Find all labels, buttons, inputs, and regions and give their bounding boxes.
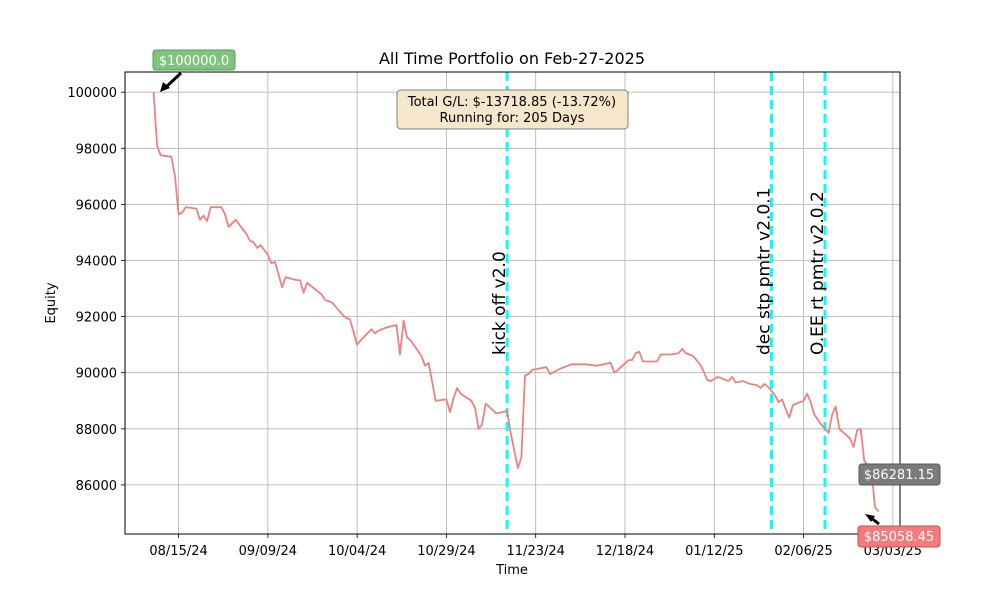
annotation-peak-label: $86281.15 — [864, 468, 934, 483]
y-axis: 86000 88000 90000 92000 94000 96000 98000 10000… — [67, 86, 125, 494]
x-tick-label: 12/18/24 — [596, 544, 654, 559]
x-tick-label: 10/29/24 — [417, 544, 475, 559]
event-marker-label: O.EE rt pmtr v2.0.2 — [808, 191, 828, 355]
x-tick-label: 08/15/24 — [149, 544, 207, 559]
y-tick-label: 96000 — [76, 198, 117, 213]
x-tick-label: 10/04/24 — [328, 544, 386, 559]
x-tick-label: 09/09/24 — [239, 544, 297, 559]
annotation-end: $85058.45 — [857, 514, 941, 548]
annotation-start: $100000.0 — [152, 49, 236, 92]
x-tick-label: 11/23/24 — [507, 544, 565, 559]
y-tick-label: 92000 — [76, 311, 117, 326]
series-layer — [152, 92, 880, 513]
equity-series-line — [152, 92, 880, 513]
y-tick-label: 100000 — [67, 86, 117, 101]
event-markers: kick off v2.0 dec stp pmtr v2.0.1 O.EE rt … — [490, 72, 828, 534]
info-box-total: Total G/L: $-13718.85 (-13.72%) — [407, 95, 616, 110]
x-axis-label: Time — [495, 563, 528, 578]
grid — [125, 72, 900, 534]
y-axis-label: Equity — [44, 282, 59, 323]
chart-title: All Time Portfolio on Feb-27-2025 — [379, 49, 645, 68]
annotation-end-arrowhead — [865, 514, 875, 522]
y-tick-label: 90000 — [76, 367, 117, 382]
annotation-peak: $86281.15 — [858, 463, 941, 486]
annotation-start-arrow — [163, 71, 183, 90]
x-tick-label: 02/06/25 — [774, 544, 832, 559]
info-box: Total G/L: $-13718.85 (-13.72%) Running … — [396, 89, 629, 130]
x-axis: 08/15/24 09/09/24 10/04/24 10/29/24 11/23/24… — [149, 534, 922, 559]
y-tick-label: 86000 — [76, 479, 117, 494]
y-tick-label: 88000 — [76, 423, 117, 438]
annotation-peak-box — [858, 463, 941, 486]
annotation-start-box — [152, 49, 236, 71]
x-tick-label: 03/03/25 — [864, 544, 922, 559]
annotation-start-label: $100000.0 — [159, 54, 229, 69]
x-tick-label: 01/12/25 — [685, 544, 743, 559]
info-box-background — [396, 89, 629, 130]
event-marker-label: dec stp pmtr v2.0.1 — [754, 188, 774, 355]
info-box-running: Running for: 205 Days — [440, 111, 585, 126]
plot-frame — [124, 71, 901, 535]
annotation-start-arrowhead — [160, 82, 170, 92]
y-tick-label: 94000 — [76, 255, 117, 270]
y-tick-label: 98000 — [76, 142, 117, 157]
annotation-end-box — [857, 525, 941, 548]
annotation-end-label: $85058.45 — [864, 530, 934, 545]
event-marker-label: kick off v2.0 — [490, 251, 510, 355]
